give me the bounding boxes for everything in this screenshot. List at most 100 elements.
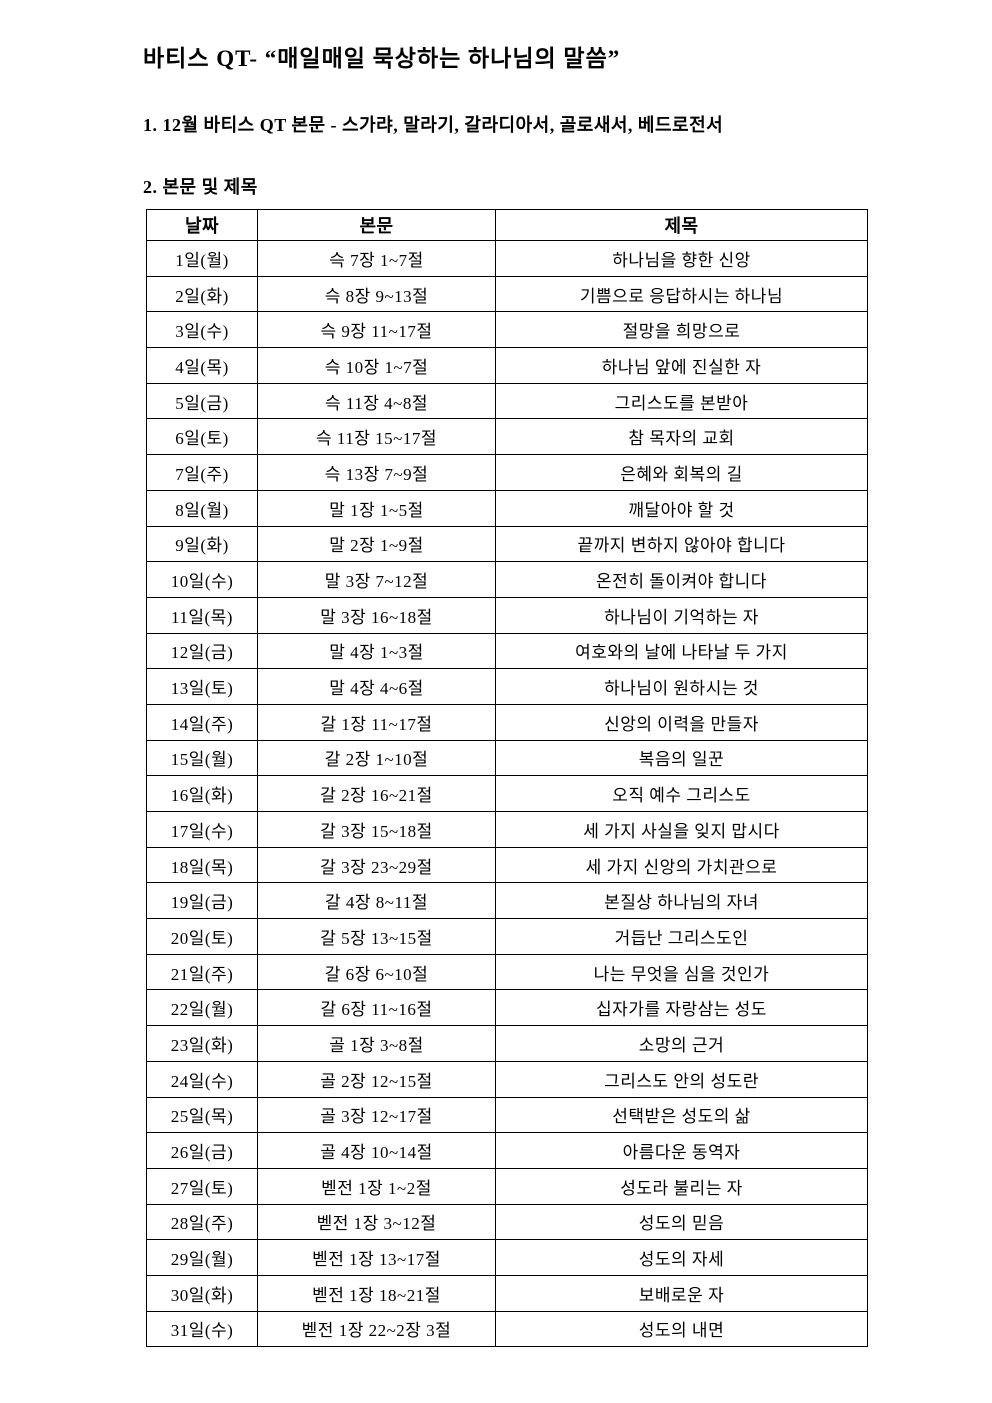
table-header: 날짜 본문 제목	[146, 209, 868, 241]
table-row: 9일(화) 말 2장 1~9절 끝까지 변하지 않아야 합니다	[146, 525, 868, 563]
cell-passage: 갈 3장 15~18절	[257, 811, 496, 848]
table-row: 11일(목) 말 3장 16~18절 하나님이 기억하는 자	[146, 596, 868, 634]
cell-title: 하나님이 원하시는 것	[495, 668, 868, 705]
table-row: 1일(월) 슥 7장 1~7절 하나님을 향한 신앙	[146, 240, 868, 277]
table-row: 12일(금) 말 4장 1~3절 여호와의 날에 나타날 두 가지	[146, 632, 868, 670]
cell-passage: 골 3장 12~17절	[257, 1096, 496, 1134]
cell-title: 본질상 하나님의 자녀	[495, 882, 868, 920]
table-row: 7일(주) 슥 13장 7~9절 은혜와 회복의 길	[146, 454, 868, 491]
cell-title: 절망을 희망으로	[495, 311, 868, 349]
cell-passage: 슥 13장 7~9절	[257, 454, 496, 491]
cell-date: 16일(화)	[146, 775, 258, 812]
cell-title: 나는 무엇을 심을 것인가	[495, 953, 868, 991]
cell-title: 신앙의 이력을 만들자	[495, 703, 868, 741]
table-row: 6일(토) 슥 11장 15~17절 참 목자의 교회	[146, 418, 868, 456]
cell-date: 18일(목)	[146, 846, 258, 884]
cell-date: 14일(주)	[146, 703, 258, 741]
cell-date: 21일(주)	[146, 953, 258, 991]
cell-passage: 슥 11장 15~17절	[257, 418, 496, 456]
cell-date: 23일(화)	[146, 1025, 258, 1062]
cell-title: 여호와의 날에 나타날 두 가지	[495, 632, 868, 670]
cell-title: 세 가지 신앙의 가치관으로	[495, 846, 868, 884]
cell-date: 3일(수)	[146, 311, 258, 349]
cell-date: 24일(수)	[146, 1060, 258, 1098]
cell-date: 10일(수)	[146, 561, 258, 598]
cell-date: 27일(토)	[146, 1167, 258, 1205]
table-row: 10일(수) 말 3장 7~12절 온전히 돌이켜야 합니다	[146, 561, 868, 598]
qt-table-body: 1일(월) 슥 7장 1~7절 하나님을 향한 신앙 2일(화) 슥 8장 9~13절 기…	[146, 240, 868, 1348]
table-row: 27일(토) 벧전 1장 1~2절 성도라 불리는 자	[146, 1167, 868, 1205]
cell-date: 30일(화)	[146, 1274, 258, 1312]
cell-passage: 벧전 1장 3~12절	[257, 1203, 496, 1241]
cell-date: 4일(목)	[146, 347, 258, 384]
cell-passage: 골 2장 12~15절	[257, 1060, 496, 1098]
list-item-passages: 1. 12월 바티스 QT 본문 - 스가랴, 말라기, 갈라디아서, 골로새서…	[143, 115, 724, 135]
cell-title: 십자가를 자랑삼는 성도	[495, 989, 868, 1027]
cell-date: 9일(화)	[146, 525, 258, 563]
header-passage: 본문	[257, 209, 496, 241]
cell-passage: 골 4장 10~14절	[257, 1132, 496, 1169]
cell-title: 성도의 자세	[495, 1239, 868, 1276]
cell-title: 온전히 돌이켜야 합니다	[495, 561, 868, 598]
cell-title: 그리스도 안의 성도란	[495, 1060, 868, 1098]
cell-title: 깨달아야 할 것	[495, 489, 868, 527]
cell-passage: 말 2장 1~9절	[257, 525, 496, 563]
table-row: 3일(수) 슥 9장 11~17절 절망을 희망으로	[146, 311, 868, 349]
cell-title: 기쁨으로 응답하시는 하나님	[495, 275, 868, 313]
table-row: 22일(월) 갈 6장 11~16절 십자가를 자랑삼는 성도	[146, 989, 868, 1027]
cell-date: 17일(수)	[146, 811, 258, 848]
cell-title: 보배로운 자	[495, 1274, 868, 1312]
document-page: 바티스 QT- “매일매일 묵상하는 하나님의 말씀” 1. 12월 바티스 Q…	[143, 45, 873, 1348]
cell-date: 7일(주)	[146, 454, 258, 491]
cell-passage: 말 3장 7~12절	[257, 561, 496, 598]
table-row: 4일(목) 슥 10장 1~7절 하나님 앞에 진실한 자	[146, 347, 868, 384]
table-row: 18일(목) 갈 3장 23~29절 세 가지 신앙의 가치관으로	[146, 846, 868, 884]
cell-title: 그리스도를 본받아	[495, 382, 868, 420]
cell-passage: 슥 9장 11~17절	[257, 311, 496, 349]
table-header-row: 날짜 본문 제목	[146, 209, 868, 241]
cell-passage: 말 4장 4~6절	[257, 668, 496, 705]
cell-passage: 갈 6장 11~16절	[257, 989, 496, 1027]
cell-date: 31일(수)	[146, 1310, 258, 1348]
cell-date: 2일(화)	[146, 275, 258, 313]
table-row: 21일(주) 갈 6장 6~10절 나는 무엇을 심을 것인가	[146, 953, 868, 991]
cell-passage: 갈 4장 8~11절	[257, 882, 496, 920]
table-row: 17일(수) 갈 3장 15~18절 세 가지 사실을 잊지 맙시다	[146, 811, 868, 848]
cell-title: 선택받은 성도의 삶	[495, 1096, 868, 1134]
cell-passage: 슥 10장 1~7절	[257, 347, 496, 384]
cell-passage: 갈 5장 13~15절	[257, 918, 496, 955]
cell-title: 세 가지 사실을 잊지 맙시다	[495, 811, 868, 848]
cell-title: 끝까지 변하지 않아야 합니다	[495, 525, 868, 563]
cell-date: 6일(토)	[146, 418, 258, 456]
cell-title: 하나님 앞에 진실한 자	[495, 347, 868, 384]
qt-schedule-table: 날짜 본문 제목 1일(월) 슥 7장 1~7절 하나님을 향한 신앙 2일(화) 슥 …	[146, 209, 868, 1348]
table-row: 26일(금) 골 4장 10~14절 아름다운 동역자	[146, 1132, 868, 1169]
cell-title: 성도의 내면	[495, 1310, 868, 1348]
cell-date: 19일(금)	[146, 882, 258, 920]
cell-date: 1일(월)	[146, 240, 258, 277]
cell-date: 13일(토)	[146, 668, 258, 705]
cell-date: 15일(월)	[146, 739, 258, 777]
cell-passage: 갈 1장 11~17절	[257, 703, 496, 741]
cell-passage: 갈 3장 23~29절	[257, 846, 496, 884]
table-row: 23일(화) 골 1장 3~8절 소망의 근거	[146, 1025, 868, 1062]
cell-date: 22일(월)	[146, 989, 258, 1027]
cell-title: 성도의 믿음	[495, 1203, 868, 1241]
cell-title: 소망의 근거	[495, 1025, 868, 1062]
cell-passage: 슥 11장 4~8절	[257, 382, 496, 420]
header-date: 날짜	[146, 209, 258, 241]
table-row: 28일(주) 벧전 1장 3~12절 성도의 믿음	[146, 1203, 868, 1241]
table-row: 8일(월) 말 1장 1~5절 깨달아야 할 것	[146, 489, 868, 527]
cell-passage: 벧전 1장 1~2절	[257, 1167, 496, 1205]
cell-passage: 갈 2장 16~21절	[257, 775, 496, 812]
cell-passage: 말 1장 1~5절	[257, 489, 496, 527]
table-row: 31일(수) 벧전 1장 22~2장 3절 성도의 내면	[146, 1310, 868, 1348]
cell-title: 거듭난 그리스도인	[495, 918, 868, 955]
cell-title: 복음의 일꾼	[495, 739, 868, 777]
cell-passage: 말 3장 16~18절	[257, 596, 496, 634]
cell-title: 성도라 불리는 자	[495, 1167, 868, 1205]
table-row: 20일(토) 갈 5장 13~15절 거듭난 그리스도인	[146, 918, 868, 955]
cell-date: 11일(목)	[146, 596, 258, 634]
table-row: 30일(화) 벧전 1장 18~21절 보배로운 자	[146, 1274, 868, 1312]
table-row: 5일(금) 슥 11장 4~8절 그리스도를 본받아	[146, 382, 868, 420]
